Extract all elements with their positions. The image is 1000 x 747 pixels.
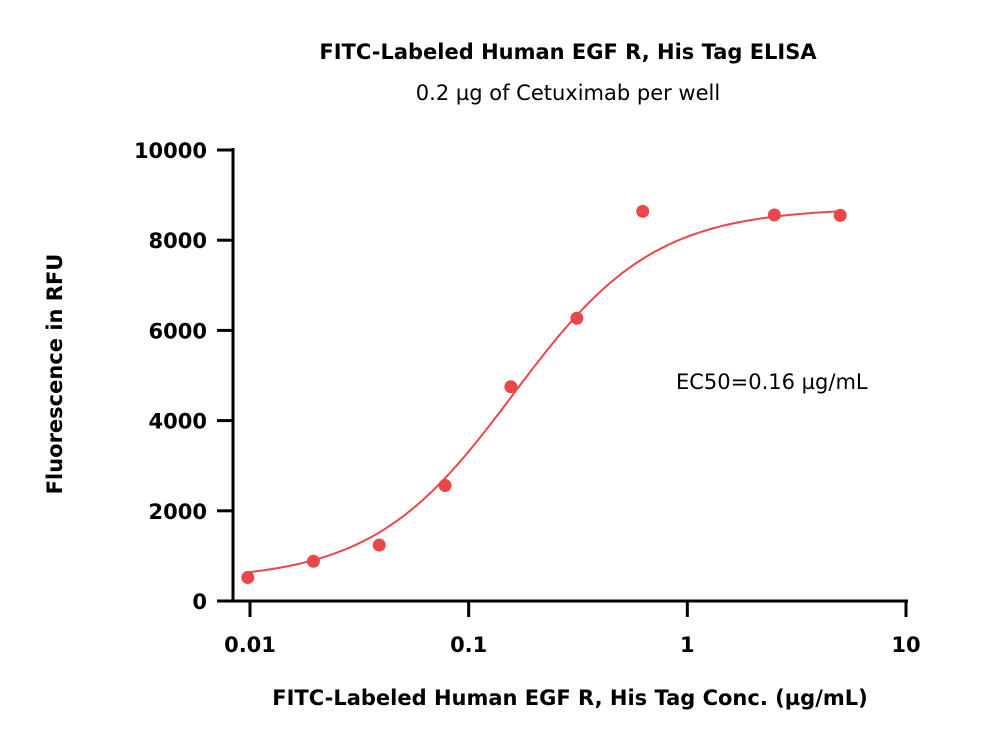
- data-point: [504, 380, 518, 394]
- x-tick-label: 1: [680, 633, 695, 657]
- fit-curve: [247, 210, 841, 574]
- x-tick-label: 0.01: [224, 633, 276, 657]
- y-tick-label: 8000: [149, 229, 207, 253]
- y-tick-label: 6000: [149, 319, 207, 343]
- x-axis-label: FITC-Labeled Human EGF R, His Tag Conc. …: [272, 686, 868, 710]
- y-tick-label: 4000: [149, 410, 207, 434]
- data-point: [767, 208, 781, 222]
- y-tick-label: 0: [192, 590, 207, 614]
- data-point: [833, 208, 847, 222]
- y-tick-label: 2000: [149, 500, 207, 524]
- data-point: [306, 554, 320, 568]
- x-ticks: 0.01 0.1 1 10: [224, 601, 921, 657]
- data-point: [438, 479, 452, 493]
- x-tick-label: 0.1: [450, 633, 487, 657]
- chart-subtitle: 0.2 µg of Cetuximab per well: [416, 81, 720, 105]
- ec50-annotation: EC50=0.16 µg/mL: [676, 370, 868, 394]
- y-tick-label: 10000: [134, 139, 207, 163]
- data-point: [570, 311, 584, 325]
- y-ticks: 0 2000 4000 6000 8000 10000: [134, 139, 233, 614]
- y-axis-label: Fluorescence in RFU: [43, 254, 67, 495]
- axes: [231, 148, 908, 603]
- x-tick-label: 10: [891, 633, 920, 657]
- data-point: [372, 538, 386, 552]
- data-points: [241, 204, 847, 585]
- chart-title: FITC-Labeled Human EGF R, His Tag ELISA: [319, 40, 817, 64]
- data-point: [241, 571, 255, 585]
- data-point: [636, 204, 650, 218]
